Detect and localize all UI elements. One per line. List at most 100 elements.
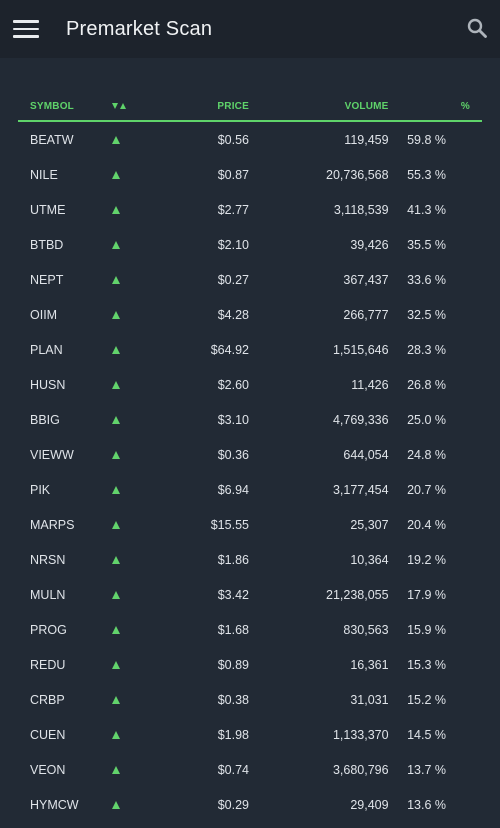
row-volume: 4,769,336: [332, 412, 389, 427]
row-direction: [100, 437, 152, 472]
column-header-price[interactable]: PRICE: [152, 94, 249, 122]
row-volume: 1,133,370: [332, 727, 389, 742]
row-symbol: NILE: [30, 167, 58, 182]
row-percent: 17.9 %: [407, 587, 446, 602]
row-price: $64.92: [210, 342, 249, 357]
row-symbol: VIEWW: [30, 447, 74, 462]
table-row[interactable]: OIIM $4.28 266,777 32.5 %: [18, 297, 482, 332]
up-triangle-icon: [112, 660, 121, 669]
row-price: $0.87: [217, 167, 249, 182]
row-price: $0.38: [217, 692, 249, 707]
row-percent: 33.6 %: [407, 272, 446, 287]
table-row[interactable]: CRBP $0.38 31,031 15.2 %: [18, 682, 482, 717]
row-volume: 266,777: [343, 307, 389, 322]
table-row[interactable]: NILE $0.87 20,736,568 55.3 %: [18, 157, 482, 192]
row-direction: [100, 507, 152, 542]
row-symbol: HUSN: [30, 377, 66, 392]
row-percent: 13.6 %: [407, 797, 446, 812]
table-row[interactable]: HUSN $2.60 11,426 26.8 %: [18, 367, 482, 402]
row-price: $0.89: [217, 657, 249, 672]
row-symbol: MULN: [30, 587, 66, 602]
row-symbol: PLAN: [30, 342, 63, 357]
row-symbol: CRBP: [30, 692, 65, 707]
row-symbol: UTME: [30, 202, 66, 217]
row-price: $2.10: [217, 237, 249, 252]
row-direction: [100, 682, 152, 717]
up-triangle-icon: [112, 415, 121, 424]
row-direction: [100, 192, 152, 227]
row-percent: 19.2 %: [407, 552, 446, 567]
row-direction: [100, 332, 152, 367]
row-direction: [100, 262, 152, 297]
row-percent: 15.9 %: [407, 622, 446, 637]
row-price: $0.27: [217, 272, 249, 287]
row-direction: [100, 577, 152, 612]
row-volume: 1,515,646: [332, 342, 389, 357]
hamburger-menu-icon[interactable]: [13, 20, 39, 38]
row-direction: [100, 472, 152, 507]
row-price: $0.29: [217, 797, 249, 812]
row-price: $2.77: [217, 202, 249, 217]
up-triangle-icon: [112, 590, 121, 599]
up-triangle-icon: [112, 730, 121, 739]
up-triangle-icon: [112, 310, 121, 319]
column-header-symbol[interactable]: SYMBOL: [18, 94, 101, 122]
row-volume: 16,361: [350, 657, 389, 672]
table-row[interactable]: HYMCW $0.29 29,409 13.6 %: [18, 787, 482, 822]
row-direction: [100, 367, 152, 402]
up-triangle-icon: [112, 240, 121, 249]
row-symbol: NEPT: [30, 272, 64, 287]
table-row[interactable]: REDU $0.89 16,361 15.3 %: [18, 647, 482, 682]
row-percent: 15.2 %: [407, 692, 446, 707]
table-row[interactable]: VIEWW $0.36 644,054 24.8 %: [18, 437, 482, 472]
table-row[interactable]: VEON $0.74 3,680,796 13.7 %: [18, 752, 482, 787]
up-triangle-icon: [112, 625, 121, 634]
table-row[interactable]: BBIG $3.10 4,769,336 25.0 %: [18, 402, 482, 437]
row-direction: [100, 612, 152, 647]
up-triangle-icon: [112, 170, 121, 179]
table-row[interactable]: NRSN $1.86 10,364 19.2 %: [18, 542, 482, 577]
sort-icon[interactable]: [112, 102, 127, 109]
table-row[interactable]: PIK $6.94 3,177,454 20.7 %: [18, 472, 482, 507]
row-percent: 41.3 %: [407, 202, 446, 217]
column-header-volume[interactable]: VOLUME: [248, 94, 389, 122]
row-symbol: BTBD: [30, 237, 64, 252]
row-volume: 3,177,454: [332, 482, 389, 497]
table-row[interactable]: UTME $2.77 3,118,539 41.3 %: [18, 192, 482, 227]
row-symbol: BEATW: [30, 132, 74, 147]
table-row[interactable]: BEATW $0.56 119,459 59.8 %: [18, 121, 482, 157]
row-percent: 20.4 %: [407, 517, 446, 532]
app-bar: Premarket Scan: [0, 0, 500, 58]
row-price: $3.42: [217, 587, 249, 602]
row-percent: 14.5 %: [407, 727, 446, 742]
row-volume: 3,680,796: [332, 762, 389, 777]
up-triangle-icon: [112, 135, 121, 144]
row-percent: 13.7 %: [407, 762, 446, 777]
up-triangle-icon: [112, 450, 121, 459]
table-row[interactable]: PLAN $64.92 1,515,646 28.3 %: [18, 332, 482, 367]
row-symbol: CUEN: [30, 727, 66, 742]
row-direction: [100, 752, 152, 787]
up-triangle-icon: [112, 345, 121, 354]
row-price: $0.36: [217, 447, 249, 462]
search-icon[interactable]: [467, 18, 487, 38]
up-triangle-icon: [112, 800, 121, 809]
row-direction: [100, 647, 152, 682]
table-row[interactable]: NEPT $0.27 367,437 33.6 %: [18, 262, 482, 297]
table-row[interactable]: CUEN $1.98 1,133,370 14.5 %: [18, 717, 482, 752]
table-row[interactable]: MULN $3.42 21,238,055 17.9 %: [18, 577, 482, 612]
table-row[interactable]: BTBD $2.10 39,426 35.5 %: [18, 227, 482, 262]
column-header-percent[interactable]: %: [388, 94, 482, 122]
row-direction: [100, 121, 152, 157]
row-direction: [100, 787, 152, 822]
premarket-table: SYMBOL PRICE VOLUME % BEATW $0.56 119,459 5…: [18, 94, 482, 822]
table-row[interactable]: PROG $1.68 830,563 15.9 %: [18, 612, 482, 647]
up-triangle-icon: [112, 695, 121, 704]
row-price: $15.55: [210, 517, 249, 532]
column-header-direction[interactable]: [100, 94, 153, 122]
row-symbol: PIK: [30, 482, 51, 497]
row-volume: 31,031: [350, 692, 389, 707]
row-percent: 15.3 %: [407, 657, 446, 672]
row-volume: 367,437: [343, 272, 389, 287]
table-row[interactable]: MARPS $15.55 25,307 20.4 %: [18, 507, 482, 542]
